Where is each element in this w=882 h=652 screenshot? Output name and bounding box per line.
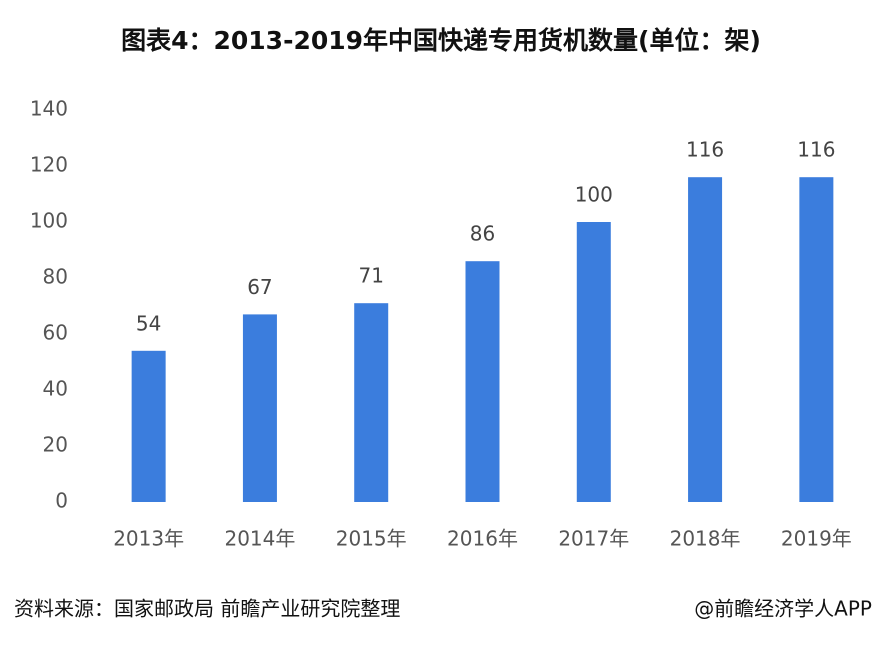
x-tick-label: 2019年: [781, 527, 852, 551]
y-tick-label: 20: [43, 433, 68, 457]
chart-title: 图表4：2013-2019年中国快递专用货机数量(单位：架): [121, 26, 761, 55]
y-tick-label: 60: [43, 321, 68, 345]
value-label: 67: [247, 275, 272, 299]
x-tick-label: 2014年: [224, 527, 295, 551]
bar: [576, 222, 611, 502]
y-tick-label: 120: [30, 153, 68, 177]
x-tick-label: 2013年: [113, 527, 184, 551]
bar: [465, 261, 500, 502]
bar: [799, 177, 834, 502]
value-label: 100: [575, 183, 613, 207]
bar: [354, 303, 389, 502]
y-tick-label: 100: [30, 209, 68, 233]
y-tick-label: 80: [43, 265, 68, 289]
x-tick-label: 2015年: [336, 527, 407, 551]
value-label: 54: [136, 311, 161, 335]
value-label: 86: [470, 222, 495, 246]
value-label: 116: [686, 138, 724, 162]
y-tick-label: 0: [55, 489, 68, 513]
x-tick-label: 2016年: [447, 527, 518, 551]
bar: [131, 350, 166, 502]
bar: [688, 177, 723, 502]
value-label: 71: [358, 264, 383, 288]
bar: [242, 314, 277, 502]
credit: @前瞻经济学人APP: [694, 597, 872, 621]
y-tick-label: 40: [43, 377, 68, 401]
source-note: 资料来源：国家邮政局 前瞻产业研究院整理: [14, 597, 400, 621]
y-tick-label: 140: [30, 97, 68, 121]
x-tick-label: 2018年: [670, 527, 741, 551]
value-label: 116: [797, 138, 835, 162]
x-tick-label: 2017年: [558, 527, 629, 551]
